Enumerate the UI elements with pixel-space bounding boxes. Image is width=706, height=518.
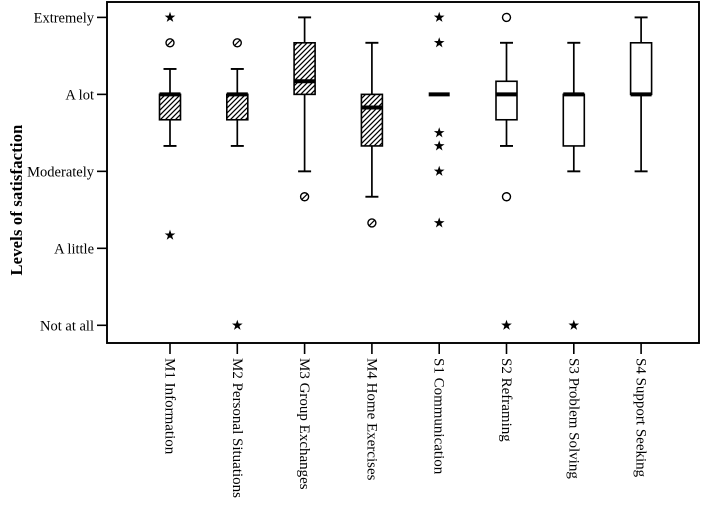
x-category-label: S4 Support Seeking <box>633 358 649 478</box>
x-category-label: S2 Reframing <box>498 358 514 442</box>
x-category-label: S1 Communication <box>431 358 447 475</box>
outlier-circle-hatch <box>166 39 174 46</box>
x-category-label: S3 Problem Solving <box>565 358 581 479</box>
y-tick-label: Extremely <box>34 10 95 26</box>
outlier-star <box>433 140 445 151</box>
box <box>226 93 249 121</box>
x-category-label: M4 Home Exercises <box>363 358 379 481</box>
y-tick-label: A lot <box>65 87 94 103</box>
plot-frame <box>106 1 700 344</box>
outlier-star <box>568 319 580 330</box>
box-group-8 <box>629 16 653 173</box>
outlier-circle-hatch <box>301 193 308 200</box>
box <box>495 80 518 121</box>
outlier-star <box>501 319 512 330</box>
outlier-circle <box>501 12 512 23</box>
outlier-star <box>433 11 445 22</box>
x-category-label: M3 Group Exchanges <box>296 358 312 490</box>
outlier-star <box>433 37 445 48</box>
box <box>360 93 384 147</box>
box <box>562 93 586 147</box>
box-group-1 <box>158 11 182 240</box>
box-group-2 <box>226 38 249 330</box>
box-group-4 <box>360 41 384 228</box>
outlier-star <box>164 229 176 240</box>
outlier-circle <box>501 192 512 202</box>
outlier-star <box>433 127 445 138</box>
outlier-circle-hatch <box>234 39 241 46</box>
y-tick-label: A little <box>54 241 94 257</box>
box <box>293 41 316 96</box>
box <box>629 41 653 96</box>
outlier-star <box>433 217 445 228</box>
outlier-star <box>164 11 176 22</box>
outlier-circle-hatch <box>368 219 375 226</box>
box-group-5 <box>428 11 450 228</box>
box <box>158 93 182 121</box>
outlier-star <box>231 319 243 330</box>
x-category-label: M2 Personal Situations <box>229 358 245 498</box>
box-group-6 <box>495 12 518 330</box>
box-group-3 <box>293 16 316 202</box>
box-group-7 <box>562 41 586 330</box>
x-category-label: M1 Information <box>162 358 178 455</box>
outlier-star <box>433 165 445 176</box>
y-tick-label: Not at all <box>40 318 94 334</box>
y-tick-label: Moderately <box>27 164 95 180</box>
